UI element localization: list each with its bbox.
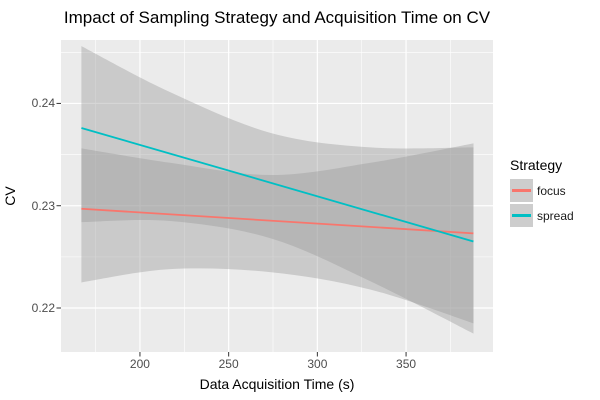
y-tick-label: 0.24 — [31, 96, 55, 111]
x-axis-title: Data Acquisition Time (s) — [199, 376, 355, 392]
x-tick-label: 350 — [396, 357, 417, 371]
legend-key-spread — [510, 204, 533, 227]
legend-title: Strategy — [510, 157, 563, 173]
y-tick-label: 0.22 — [31, 301, 55, 315]
x-tick-label: 300 — [307, 357, 328, 371]
spread-confidence-band — [81, 46, 474, 334]
legend-entry-label: focus — [537, 183, 566, 198]
legend-entries: focus spread — [510, 179, 574, 227]
plot-title: Impact of Sampling Strategy and Acquisit… — [63, 8, 491, 27]
legend: Strategy focus spread — [510, 157, 574, 229]
legend-entry-label: spread — [537, 208, 574, 223]
y-tick-label: 0.23 — [31, 198, 55, 213]
legend-key-line-focus — [512, 189, 531, 192]
y-axis-title: CV — [2, 186, 18, 206]
legend-key-focus — [510, 179, 533, 202]
spread-trend-line — [81, 127, 474, 243]
x-tick-label: 250 — [218, 357, 239, 371]
legend-entry-focus: focus — [510, 179, 574, 202]
legend-key-line-spread — [512, 214, 531, 217]
x-tick-label: 200 — [129, 357, 150, 371]
panel-background — [61, 40, 493, 352]
focus-trend-line — [81, 207, 474, 235]
legend-entry-spread: spread — [510, 204, 574, 227]
focus-confidence-band — [81, 143, 474, 324]
